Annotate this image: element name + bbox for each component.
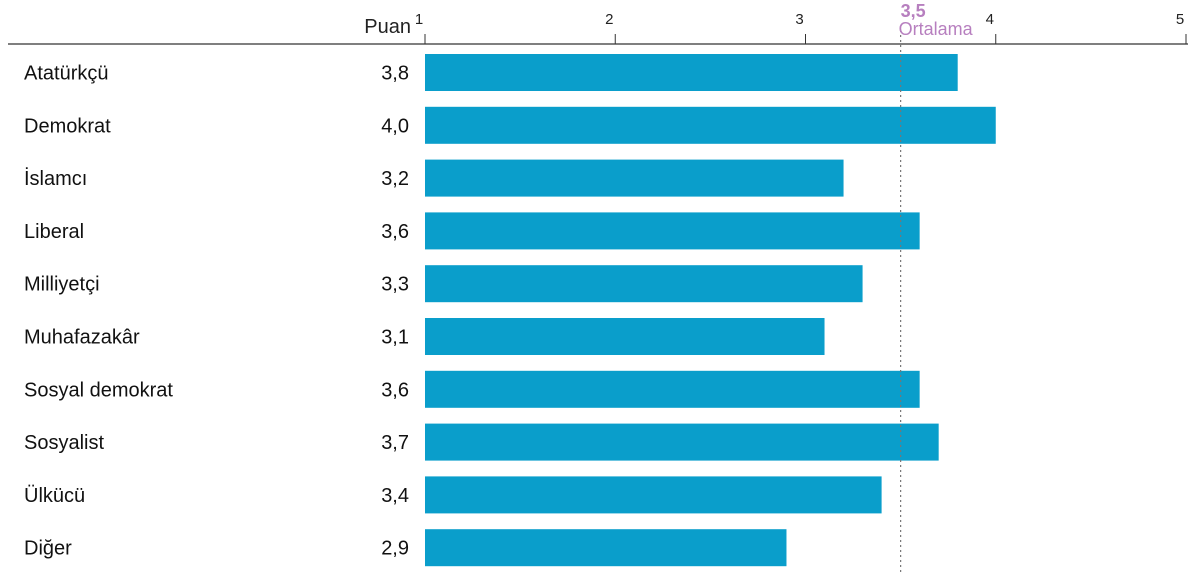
bar [425,212,920,250]
category-label: Atatürkçü [24,63,108,85]
tick-label: 3 [795,11,803,28]
tick-group: 1 2 3 4 5 [415,11,1187,44]
category-label: Muhafazakâr [24,327,140,349]
value-label: 2,9 [381,538,409,560]
category-label: Milliyetçi [24,274,100,296]
tick-label: 2 [605,11,613,28]
category-label: İslamcı [24,167,87,190]
category-label: Diğer [24,538,72,560]
bar [425,529,787,567]
bar [425,370,920,408]
category-label: Ülkücü [24,485,85,507]
average-value-label: 3,5 [901,1,926,21]
tick-label: 5 [1176,11,1184,28]
value-label: 3,8 [381,63,409,85]
value-label: 4,0 [381,115,409,137]
tick-label: 1 [415,11,423,28]
tick-label: 4 [986,11,994,28]
category-label: Demokrat [24,115,111,137]
bar [425,318,825,355]
value-label: 3,3 [381,274,409,296]
axis-label: Puan [364,16,411,38]
average-label: Ortalama [899,19,974,39]
value-label: 3,7 [381,432,409,454]
value-label: 3,2 [381,168,409,190]
value-label: 3,6 [381,221,409,243]
value-label: 3,4 [381,485,409,507]
bar [425,106,996,144]
category-label: Sosyalist [24,432,104,454]
value-label: 3,6 [381,379,409,401]
category-label: Sosyal demokrat [24,379,173,401]
bar [425,159,844,197]
category-label: Liberal [24,221,84,243]
value-label: 3,1 [381,327,409,349]
bars-group: Atatürkçü 3,8 Demokrat 4,0 İslamcı 3,2 Liberal… [24,54,996,567]
bar [425,423,939,461]
bar [425,265,863,303]
bar [425,54,958,91]
bar [425,476,882,514]
